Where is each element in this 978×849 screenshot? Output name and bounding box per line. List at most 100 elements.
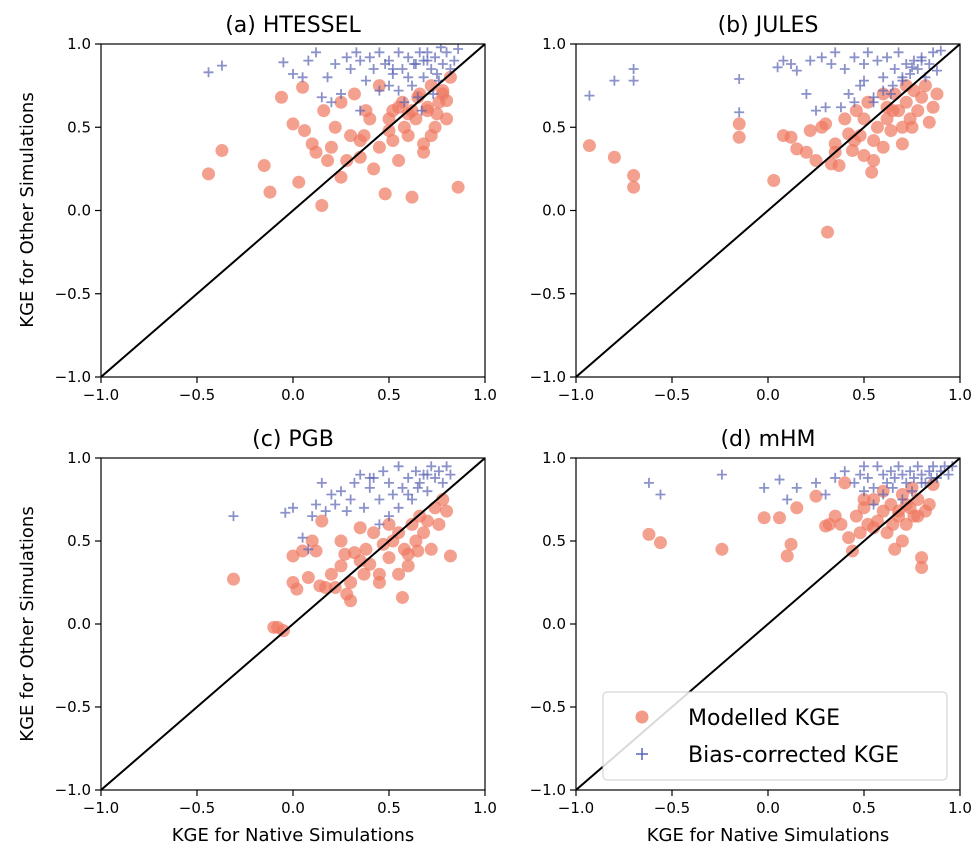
panel-a-ylabel: KGE for Other Simulations [17, 92, 38, 327]
panel-a-modelled-point [378, 187, 392, 201]
panel-c-modelled-point [382, 551, 396, 565]
panel-a-bias-corrected-point [345, 63, 356, 74]
panel-a-bias-corrected-point [384, 80, 394, 91]
panel-b-modelled-point [884, 124, 898, 138]
panel-a-bias-corrected-point [441, 47, 452, 58]
panel-c-ytick-label: 1.0 [67, 449, 91, 467]
panel-b-bias-corrected-point [907, 62, 917, 73]
panel-d-bias-corrected-point [716, 469, 727, 480]
panel-a-modelled-point [440, 112, 454, 126]
panel-c-modelled-point [301, 571, 315, 585]
panel-a-modelled-point [309, 145, 323, 159]
panel-c-modelled-point [226, 572, 240, 586]
panel-b-modelled-point [582, 139, 596, 153]
panel-c-bias-corrected-point [303, 544, 314, 555]
panel-b-bias-corrected-point [859, 75, 869, 86]
panel-a-modelled-point [298, 124, 312, 138]
panel-c-modelled-point [367, 526, 381, 540]
panel-c-bias-corrected-point [384, 477, 394, 488]
panel-a-bias-corrected-point [432, 68, 442, 79]
panel-c-xtick-label: 1.0 [473, 799, 497, 817]
panel-b-modelled-point [867, 134, 881, 148]
panel-d-modelled-point [915, 551, 929, 565]
panel-a-bias-corrected-point [418, 72, 429, 83]
panel-b-bias-corrected-point [885, 88, 896, 99]
panel-c-ytick-label: −0.5 [55, 698, 91, 716]
panel-b-bias-corrected-point [859, 58, 869, 69]
panel-a-modelled-point [353, 134, 367, 148]
panel-c-modelled-point [405, 517, 419, 531]
panel-b-bias-corrected-point [805, 55, 816, 66]
panel-a-bias-corrected-point [445, 63, 456, 74]
panel-a-bias-corrected-point [416, 105, 427, 116]
panel-d-ytick-label: 0.5 [542, 532, 566, 550]
panel-c-ytick-label: 0.0 [67, 615, 91, 633]
panel-b-bias-corrected-point [872, 55, 883, 66]
panel-a-modelled-point [215, 144, 229, 158]
panel-b-bias-corrected-point [835, 102, 846, 113]
panel-b-modelled-point [915, 90, 929, 104]
panel-c-bias-corrected-point [364, 482, 375, 493]
panel-b-ytick-label: 0.0 [542, 202, 566, 220]
panel-b-bias-corrected-point [811, 105, 821, 116]
panel-d-bias-corrected-point [912, 461, 923, 472]
panel-b-bias-corrected-point [924, 58, 935, 69]
panel-b-modelled-point [819, 117, 833, 131]
panel-d-bias-corrected-point [897, 494, 908, 505]
panel-b-modelled-point [911, 104, 925, 118]
panel-b-plot: −1.0−1.0 −0.5 −0.5 0.0 0.0 0.5 0.5 1.0 1.0 [530, 35, 972, 404]
panel-b-bias-corrected-point [893, 47, 904, 58]
panel-c-bias-corrected-point [433, 466, 444, 477]
panel-b-modelled-point [867, 154, 881, 168]
panel-a-one-to-one-line [101, 44, 485, 377]
panel-d-bias-corrected-point [878, 489, 889, 500]
panel-d-bias-corrected-point [759, 482, 770, 493]
panel-d-bias-corrected-point [905, 466, 916, 477]
panel-d-bias-corrected-point [889, 472, 900, 483]
panel-a-bias-corrected-point [407, 80, 418, 91]
panel-c-modelled-point [296, 544, 310, 558]
panel-d-bias-corrected-point [901, 477, 912, 488]
panel-d-bias-corrected-point [859, 461, 869, 472]
panel-b-bias-corrected-point [935, 45, 946, 56]
panel-a-bias-corrected-point [311, 47, 322, 58]
panel-b-bias-corrected-point [889, 63, 900, 74]
panel-b-bias-corrected-point [878, 85, 889, 96]
panel-a-bias-corrected-point [387, 63, 398, 74]
panel-a-modelled-point [296, 80, 310, 94]
panel-a-bias-corrected-point [303, 55, 314, 66]
panel-a-bias-corrected-point [403, 72, 414, 83]
panel-a-modelled-point [321, 154, 335, 168]
panel-a-bias-corrected-point [426, 63, 437, 74]
panel-d-xtick-label: 0.5 [852, 799, 876, 817]
panel-b-modelled-point [627, 169, 641, 183]
panel-b-modelled-point [732, 130, 746, 144]
panel-b-modelled-point [821, 225, 835, 239]
panel-a-modelled-point [386, 134, 400, 148]
panel-d-modelled-point [773, 511, 787, 525]
panel-c-bias-corrected-point [437, 477, 448, 488]
panel-a-frame [100, 43, 486, 378]
panel-c-bias-corrected-point [311, 499, 322, 510]
panel-d-bias-corrected-point [868, 499, 879, 510]
panel-d-bias-corrected-point [897, 469, 908, 480]
panel-d-modelled-point [888, 542, 902, 556]
panel-b-bias-corrected-point [912, 63, 923, 74]
panel-a-xtick-label: 0.5 [377, 386, 401, 404]
panel-c-modelled-point [338, 547, 352, 561]
panel-b-marks [576, 44, 960, 377]
panel-b-one-to-one-line [576, 44, 960, 377]
panel-a-modelled-point [292, 175, 306, 189]
panel-c-modelled-point [440, 504, 454, 518]
panel-a-modelled-point [363, 112, 377, 126]
panel-c-modelled-point [319, 580, 333, 594]
panel-a-modelled-point [347, 87, 361, 101]
panel-a-bias-corrected-point [316, 92, 327, 103]
panel-a-modelled-point [392, 154, 406, 168]
panel-d-bias-corrected-point [893, 461, 904, 472]
panel-c-xlabel: KGE for Native Simulations [172, 825, 415, 846]
panel-d-modelled-point [895, 534, 909, 548]
panel-b-bias-corrected-point [584, 90, 595, 101]
panel-c-bias-corrected-point [288, 502, 298, 513]
panel-d-bias-corrected-point [885, 466, 896, 477]
